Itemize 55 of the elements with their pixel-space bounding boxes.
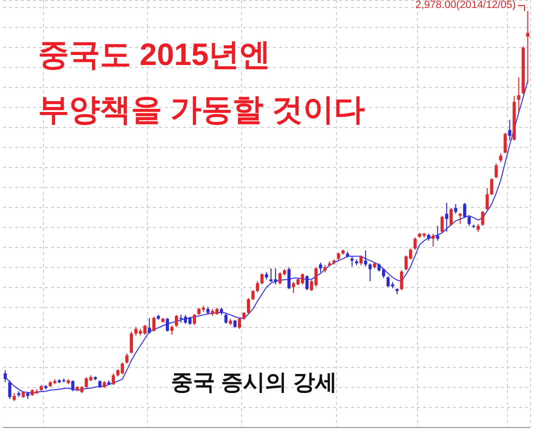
candlestick: [504, 132, 507, 154]
candlestick: [517, 76, 520, 114]
candlestick: [269, 268, 273, 283]
candlestick: [112, 372, 115, 386]
candlestick: [486, 188, 489, 210]
candlestick: [256, 280, 260, 293]
candlestick: [300, 272, 304, 285]
candlestick: [166, 317, 169, 332]
candlestick: [292, 282, 296, 294]
candlestick: [246, 298, 250, 315]
candlestick: [468, 215, 471, 226]
candlestick: [450, 207, 453, 226]
candlestick: [454, 204, 458, 214]
candlestick: [143, 324, 146, 336]
candlestick: [278, 272, 282, 285]
candlestick: [458, 212, 462, 224]
candlestick: [432, 233, 435, 248]
candlestick: [238, 317, 242, 330]
candlestick: [318, 262, 322, 273]
candlestick: [224, 314, 228, 324]
text: 중국도 2015년엔: [38, 37, 271, 72]
candlestick: [314, 266, 318, 287]
candlestick: [305, 274, 309, 291]
candlestick: [436, 225, 440, 242]
text: 부양책을 가동할 것이다: [38, 92, 366, 127]
candlestick: [148, 317, 151, 334]
candlestick: [490, 178, 494, 196]
candlestick: [481, 210, 484, 226]
candlestick: [440, 215, 444, 234]
candlestick: [445, 202, 448, 232]
candlestick: [152, 316, 156, 332]
candlestick: [400, 270, 404, 291]
candlestick: [287, 266, 291, 290]
candlestick: [130, 331, 133, 354]
candlestick: [526, 10, 530, 84]
candlestick: [71, 380, 74, 392]
candlestick: [4, 370, 7, 383]
candlestick: [174, 314, 178, 328]
candlestick: [364, 250, 368, 267]
annotation: 2,978.00(2014/12/05): [415, 0, 516, 11]
annotation: 중국 증시의 강세: [170, 370, 338, 394]
candlestick: [125, 352, 128, 364]
candlestick: [463, 202, 466, 218]
candlestick: [260, 272, 264, 285]
candlestick: [360, 255, 363, 266]
candlestick: [414, 237, 417, 250]
candlestick: [251, 290, 255, 300]
candlestick: [386, 276, 390, 288]
candlestick: [350, 256, 354, 267]
candlestick: [192, 314, 196, 326]
candlestick: [120, 362, 124, 375]
candlestick: [508, 119, 512, 141]
candlestick: [368, 262, 372, 282]
candlestick: [494, 162, 498, 179]
candlestick: [8, 380, 12, 400]
